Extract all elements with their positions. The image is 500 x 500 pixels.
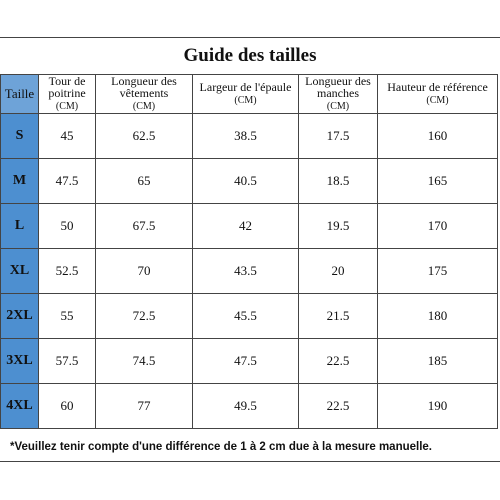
header-unit: (CM) [234,95,257,106]
size-chart [0,37,500,462]
table-row: 2XL 55 72.5 45.5 21.5 180 [0,293,498,339]
table-row: 3XL 57.5 74.5 47.5 22.5 185 [0,338,498,384]
size-label: XL [0,248,39,294]
header-label: Taille [4,86,35,101]
header-longueur-des-vetements: Longueur des vêtements (CM) [95,74,193,114]
size-table: Taille Tour de poitrine (CM) Longueur de… [0,74,498,429]
table-cell: 190 [377,383,498,429]
table-cell: 62.5 [95,113,193,159]
measurement-note: *Veuillez tenir compte d'une différence … [10,441,432,453]
table-cell: 47.5 [192,338,299,384]
size-label: 4XL [0,383,39,429]
table-row: XL 52.5 70 43.5 20 175 [0,248,498,294]
table-cell: 60 [38,383,96,429]
table-cell: 49.5 [192,383,299,429]
header-taille: Taille [0,74,39,114]
table-cell: 67.5 [95,203,193,249]
size-label: 2XL [0,293,39,339]
size-label: M [0,158,39,204]
table-cell: 18.5 [298,158,378,204]
table-cell: 22.5 [298,383,378,429]
table-cell: 42 [192,203,299,249]
table-cell: 40.5 [192,158,299,204]
table-cell: 170 [377,203,498,249]
table-cell: 47.5 [38,158,96,204]
header-unit: (CM) [326,101,350,112]
table-cell: 17.5 [298,113,378,159]
header-label: Hauteur de référence [387,80,488,94]
header-unit: (CM) [55,101,79,112]
header-label: Longueur des manches [305,74,371,100]
table-cell: 45 [38,113,96,159]
table-cell: 50 [38,203,96,249]
table-cell: 77 [95,383,193,429]
header-unit: (CM) [132,101,156,112]
table-row: M 47.5 65 40.5 18.5 165 [0,158,498,204]
header-largeur-epaule: Largeur de l'épaule (CM) [192,74,299,114]
table-cell: 43.5 [192,248,299,294]
header-label: Largeur de l'épaule [199,80,292,94]
header-label: Longueur des vêtements [111,74,177,100]
table-cell: 70 [95,248,193,294]
table-row: 4XL 60 77 49.5 22.5 190 [0,383,498,429]
table-cell: 165 [377,158,498,204]
header-label: Tour de poitrine [48,74,86,100]
table-cell: 19.5 [298,203,378,249]
table-cell: 65 [95,158,193,204]
table-cell: 175 [377,248,498,294]
table-cell: 38.5 [192,113,299,159]
table-cell: 185 [377,338,498,384]
table-row: L 50 67.5 42 19.5 170 [0,203,498,249]
table-cell: 160 [377,113,498,159]
table-cell: 72.5 [95,293,193,339]
table-cell: 22.5 [298,338,378,384]
table-cell: 45.5 [192,293,299,339]
header-row: Taille Tour de poitrine (CM) Longueur de… [0,74,498,114]
size-label: 3XL [0,338,39,384]
table-cell: 57.5 [38,338,96,384]
table-cell: 21.5 [298,293,378,339]
size-label: S [0,113,39,159]
table-cell: 180 [377,293,498,339]
table-cell: 20 [298,248,378,294]
size-label: L [0,203,39,249]
header-tour-de-poitrine: Tour de poitrine (CM) [38,74,96,114]
header-unit: (CM) [426,95,449,106]
table-cell: 55 [38,293,96,339]
chart-title: Guide des tailles [183,45,317,66]
table-cell: 74.5 [95,338,193,384]
header-hauteur-de-reference: Hauteur de référence (CM) [377,74,498,114]
table-cell: 52.5 [38,248,96,294]
table-row: S 45 62.5 38.5 17.5 160 [0,113,498,159]
header-longueur-des-manches: Longueur des manches (CM) [298,74,378,114]
